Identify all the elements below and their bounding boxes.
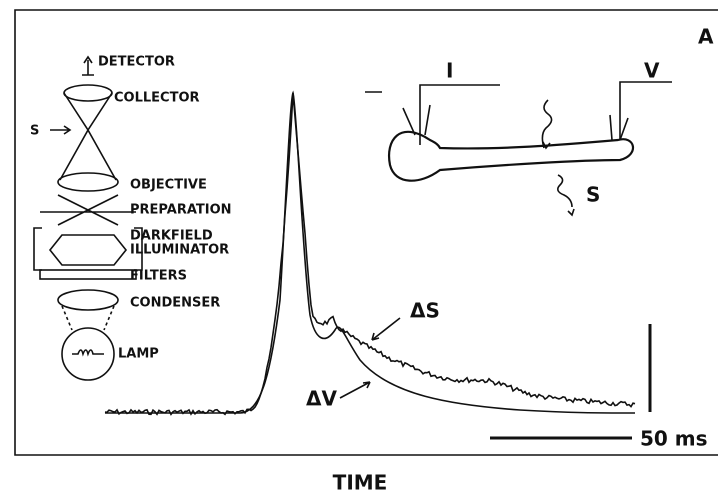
voltage-trace [105,90,636,414]
optics-label: DETECTOR [98,55,175,70]
trace-label: ΔV [306,387,337,411]
optics-label: PREPARATION [130,203,232,218]
cell-diagram [365,81,672,217]
frame [14,9,718,456]
optics-label: FILTERS [130,269,187,284]
optics-label: LAMP [118,347,159,362]
optics-label: CONDENSER [130,296,220,311]
incident-label: S [30,124,39,139]
scatter-trace [104,92,636,416]
optics-diagram [33,55,143,381]
optics-label: ILLUMINATOR [130,243,229,258]
scale-bar-label: 50 ms [640,427,708,451]
cell-label: I [446,59,453,83]
trace-label: ΔS [410,299,440,323]
optics-label: COLLECTOR [114,91,200,106]
label-arrows [339,317,401,399]
cell-label: V [644,59,660,83]
axis-label: TIME [333,471,388,495]
cell-label: S [586,183,600,207]
panel-label: A [698,25,714,49]
optics-label: OBJECTIVE [130,178,207,193]
optics-label: DARKFIELD [130,229,213,244]
